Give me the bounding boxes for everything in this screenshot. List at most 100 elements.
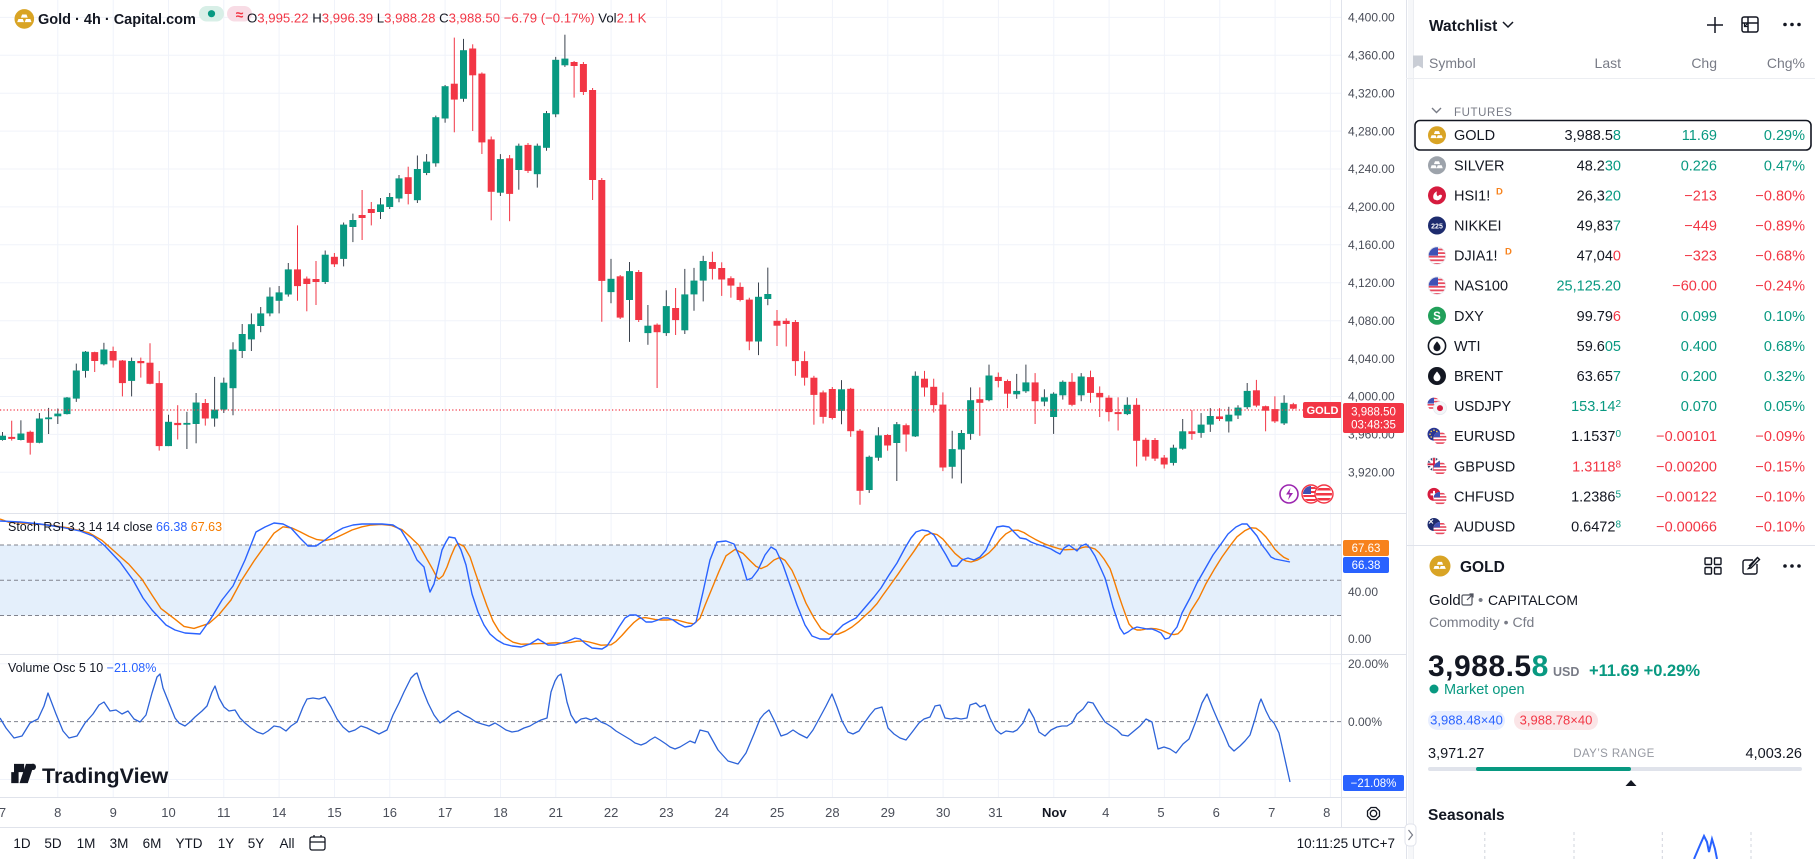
svg-text:0.400: 0.400 xyxy=(1681,339,1717,355)
svg-text:0.47%: 0.47% xyxy=(1764,158,1805,174)
svg-text:48.230: 48.230 xyxy=(1577,158,1621,174)
svg-text:67.63: 67.63 xyxy=(1352,543,1381,555)
svg-text:15: 15 xyxy=(327,805,341,820)
svg-text:4,240.00: 4,240.00 xyxy=(1348,162,1395,176)
svg-text:−0.00200: −0.00200 xyxy=(1656,459,1717,475)
svg-text:4,360.00: 4,360.00 xyxy=(1348,49,1395,63)
svg-text:11.69: 11.69 xyxy=(1682,128,1717,144)
svg-text:0.070: 0.070 xyxy=(1681,399,1717,415)
svg-text:1.23865: 1.23865 xyxy=(1571,489,1621,505)
svg-text:225: 225 xyxy=(1431,223,1443,230)
svg-text:WTI: WTI xyxy=(1454,339,1481,355)
svg-text:−0.89%: −0.89% xyxy=(1755,219,1805,235)
svg-text:1D: 1D xyxy=(13,836,31,851)
svg-text:4,320.00: 4,320.00 xyxy=(1348,86,1395,100)
svg-text:0.10%: 0.10% xyxy=(1764,309,1805,325)
svg-text:66.38: 66.38 xyxy=(1352,560,1381,572)
svg-text:−21.08%: −21.08% xyxy=(1351,778,1397,790)
svg-text:0.099: 0.099 xyxy=(1681,309,1717,325)
svg-text:5Y: 5Y xyxy=(248,836,265,851)
svg-text:4,160.00: 4,160.00 xyxy=(1348,238,1395,252)
svg-text:Gold · 4h · Capital.com: Gold · 4h · Capital.com xyxy=(38,12,196,28)
svg-text:21: 21 xyxy=(549,805,563,820)
svg-text:GOLD: GOLD xyxy=(1307,405,1339,417)
svg-text:26,320: 26,320 xyxy=(1577,188,1621,204)
svg-text:28: 28 xyxy=(825,805,839,820)
svg-text:−323: −323 xyxy=(1684,249,1717,265)
svg-text:DJIA1!: DJIA1! xyxy=(1454,249,1498,265)
svg-text:4,400.00: 4,400.00 xyxy=(1348,11,1395,25)
svg-text:1.15370: 1.15370 xyxy=(1571,429,1621,445)
svg-text:Chg: Chg xyxy=(1691,55,1717,71)
svg-text:USD: USD xyxy=(1553,665,1579,679)
svg-text:CAPITALCOM: CAPITALCOM xyxy=(1488,592,1578,608)
svg-text:7: 7 xyxy=(1268,805,1275,820)
svg-text:6: 6 xyxy=(1213,805,1220,820)
svg-text:4,200.00: 4,200.00 xyxy=(1348,200,1395,214)
svg-text:SILVER: SILVER xyxy=(1454,158,1505,174)
svg-text:25: 25 xyxy=(770,805,784,820)
svg-text:4: 4 xyxy=(1102,805,1109,820)
svg-text:Volume Osc 5 10 −21.08%: Volume Osc 5 10 −21.08% xyxy=(8,661,156,675)
svg-text:17: 17 xyxy=(438,805,452,820)
svg-text:11: 11 xyxy=(217,805,231,820)
svg-text:03:48:35: 03:48:35 xyxy=(1351,420,1396,432)
svg-text:3,988.48×40: 3,988.48×40 xyxy=(1430,713,1503,728)
svg-text:9: 9 xyxy=(110,805,117,820)
svg-text:31: 31 xyxy=(988,805,1002,820)
svg-text:−0.10%: −0.10% xyxy=(1755,520,1805,536)
svg-text:6M: 6M xyxy=(143,836,162,851)
svg-text:GBPUSD: GBPUSD xyxy=(1454,459,1515,475)
svg-text:0.68%: 0.68% xyxy=(1764,339,1805,355)
svg-text:3,920.00: 3,920.00 xyxy=(1348,466,1395,480)
svg-text:40.00: 40.00 xyxy=(1348,585,1378,599)
svg-text:−449: −449 xyxy=(1684,219,1717,235)
svg-text:All: All xyxy=(279,836,294,851)
svg-text:1Y: 1Y xyxy=(218,836,235,851)
svg-text:−0.00066: −0.00066 xyxy=(1656,520,1717,536)
svg-text:GOLD: GOLD xyxy=(1454,128,1495,144)
svg-text:3,988.78×40: 3,988.78×40 xyxy=(1520,713,1593,728)
svg-text:D: D xyxy=(1496,186,1503,197)
svg-text:AUDUSD: AUDUSD xyxy=(1454,520,1515,536)
svg-text:Watchlist: Watchlist xyxy=(1429,18,1497,35)
svg-text:4,120.00: 4,120.00 xyxy=(1348,276,1395,290)
svg-text:Commodity • Cfd: Commodity • Cfd xyxy=(1429,614,1534,630)
svg-text:16: 16 xyxy=(383,805,397,820)
svg-text:3,971.27: 3,971.27 xyxy=(1428,746,1484,762)
svg-text:−0.15%: −0.15% xyxy=(1755,459,1805,475)
svg-text:18: 18 xyxy=(493,805,507,820)
svg-text:USDJPY: USDJPY xyxy=(1454,399,1512,415)
svg-text:10:11:25 UTC+7: 10:11:25 UTC+7 xyxy=(1297,836,1395,851)
svg-text:TradingView: TradingView xyxy=(42,764,169,788)
svg-text:EURUSD: EURUSD xyxy=(1454,429,1515,445)
svg-text:22: 22 xyxy=(604,805,618,820)
svg-text:−60.00: −60.00 xyxy=(1672,279,1717,295)
svg-text:4,280.00: 4,280.00 xyxy=(1348,124,1395,138)
svg-text:0.00%: 0.00% xyxy=(1348,715,1382,729)
svg-text:14: 14 xyxy=(272,805,286,820)
svg-text:4,003.26: 4,003.26 xyxy=(1746,746,1802,762)
svg-text:−0.24%: −0.24% xyxy=(1755,279,1805,295)
svg-text:0.00: 0.00 xyxy=(1348,632,1372,646)
svg-text:YTD: YTD xyxy=(176,836,203,851)
svg-text:Chg%: Chg% xyxy=(1767,55,1805,71)
svg-text:3,988.50: 3,988.50 xyxy=(1351,407,1396,419)
svg-text:−0.00122: −0.00122 xyxy=(1656,489,1717,505)
svg-text:59.605: 59.605 xyxy=(1577,339,1621,355)
svg-text:−0.68%: −0.68% xyxy=(1755,249,1805,265)
svg-text:0.29%: 0.29% xyxy=(1764,128,1805,144)
svg-text:8: 8 xyxy=(54,805,61,820)
svg-text:7: 7 xyxy=(0,805,6,820)
svg-text:29: 29 xyxy=(881,805,895,820)
svg-text:63.657: 63.657 xyxy=(1577,369,1621,385)
svg-text:4,080.00: 4,080.00 xyxy=(1348,314,1395,328)
svg-text:4,040.00: 4,040.00 xyxy=(1348,352,1395,366)
svg-text:49,837: 49,837 xyxy=(1577,219,1621,235)
svg-text:3,988.58: 3,988.58 xyxy=(1565,128,1621,144)
svg-text:47,040: 47,040 xyxy=(1577,249,1621,265)
svg-text:Seasonals: Seasonals xyxy=(1428,807,1505,824)
svg-text:NIKKEI: NIKKEI xyxy=(1454,219,1502,235)
svg-text:DAY’S RANGE: DAY’S RANGE xyxy=(1573,748,1655,760)
svg-text:Symbol: Symbol xyxy=(1429,55,1476,71)
